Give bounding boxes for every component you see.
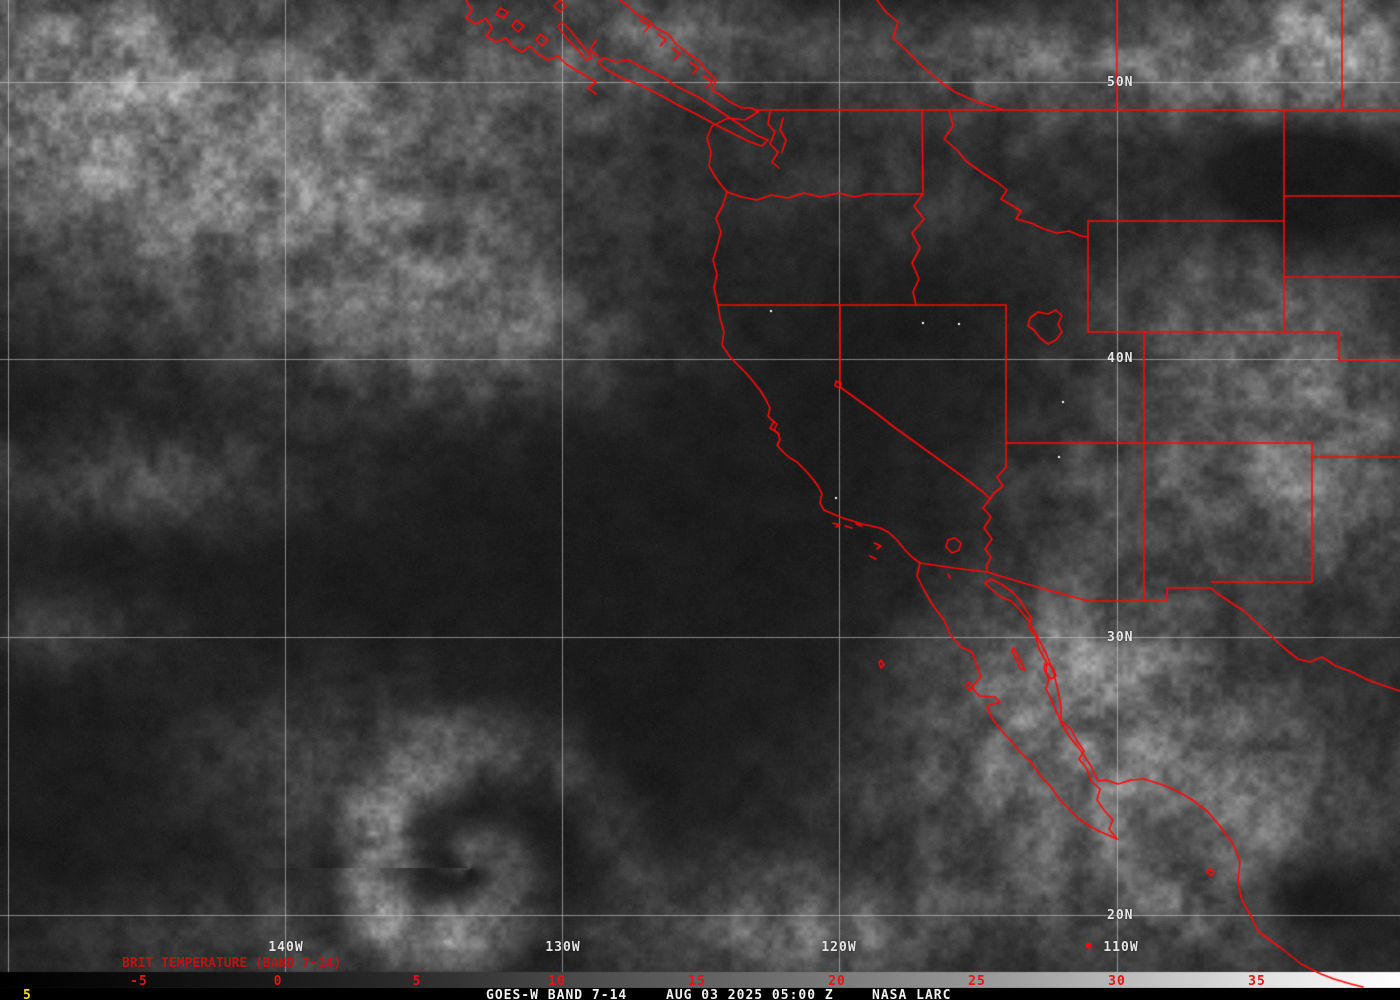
colorbar-tick: -5 [130, 974, 148, 989]
colorbar-tick: 0 [273, 974, 283, 989]
source-credit: NASA LARC [872, 988, 952, 1000]
colorbar-tick: 5 [412, 974, 422, 989]
lat-label-20n: 20N [1107, 908, 1134, 923]
lon-label-120w: 120W [821, 940, 857, 955]
timestamp: AUG 03 2025 05:00 Z [666, 988, 834, 1000]
product-name: GOES-W BAND 7-14 [486, 988, 628, 1000]
status-bar: 5 GOES-W BAND 7-14 AUG 03 2025 05:00 Z N… [0, 988, 1400, 1000]
colorbar-tick: 25 [968, 974, 986, 989]
colorbar-tick: 35 [1248, 974, 1266, 989]
lat-label-50n: 50N [1107, 75, 1134, 90]
lon-label-140w: 140W [268, 940, 304, 955]
colorbar-tick: 30 [1108, 974, 1126, 989]
colorbar-title: BRIT TEMPERATURE (BAND 7-14) [122, 956, 342, 971]
lon-label-130w: 130W [545, 940, 581, 955]
status-left-value: 5 [23, 988, 32, 1000]
colorbar-tick: 20 [828, 974, 846, 989]
colorbar-tick: 10 [548, 974, 566, 989]
lat-label-40n: 40N [1107, 351, 1134, 366]
lon-label-110w: 110W [1103, 940, 1139, 955]
lat-label-30n: 30N [1107, 630, 1134, 645]
colorbar-tick: 15 [688, 974, 706, 989]
